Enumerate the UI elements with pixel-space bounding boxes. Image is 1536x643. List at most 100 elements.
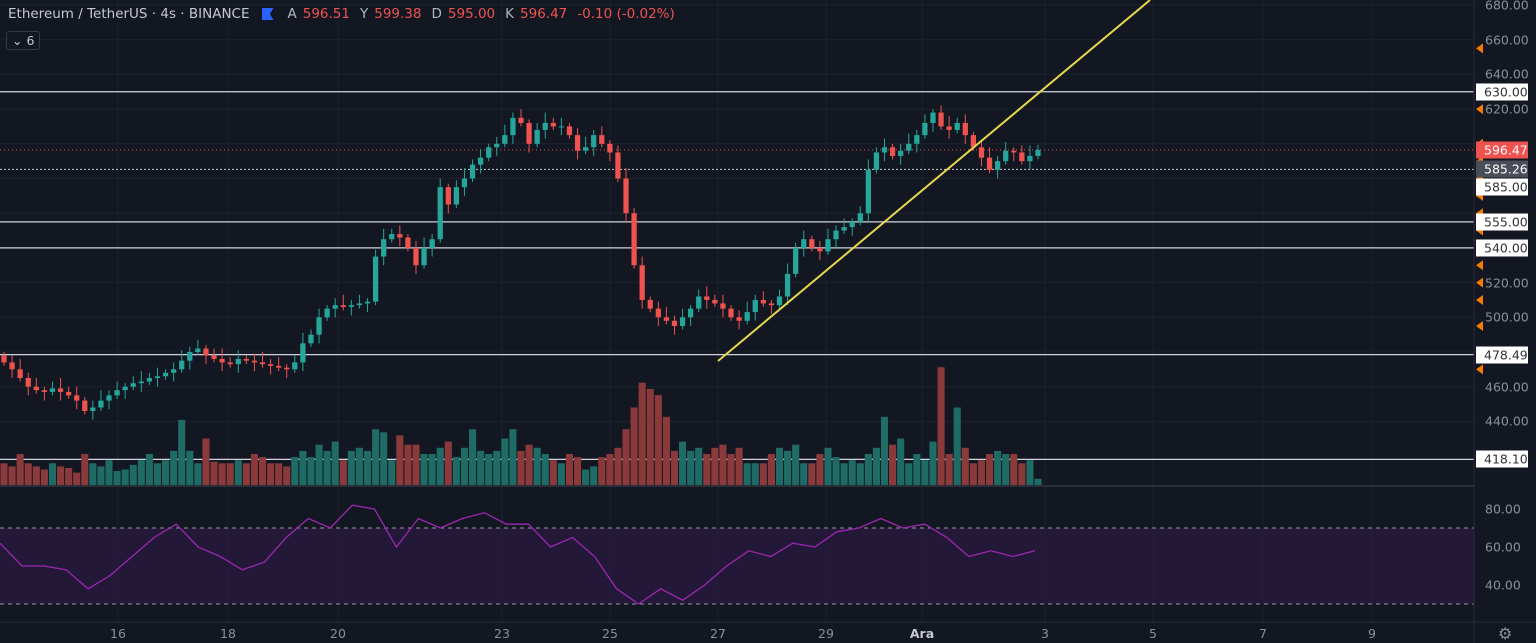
- price-tick-label: 440.00: [1485, 413, 1529, 429]
- volume-bar: [380, 432, 388, 485]
- candle-body: [558, 126, 565, 128]
- volume-bar: [824, 447, 832, 485]
- candle-body: [154, 376, 161, 379]
- candle-body: [526, 122, 532, 144]
- alert-marker-icon[interactable]: [1476, 277, 1483, 288]
- volume-bar: [283, 466, 291, 485]
- volume-bar: [751, 463, 759, 485]
- alert-marker-icon[interactable]: [1476, 260, 1483, 271]
- candle-body: [841, 227, 847, 231]
- candle-body: [696, 296, 702, 309]
- rsi-tick-label: 60.00: [1485, 539, 1521, 555]
- volume-bar: [622, 429, 630, 485]
- volume-bar: [307, 457, 315, 485]
- candle-body: [809, 239, 815, 248]
- candle-body: [534, 129, 540, 144]
- alert-marker-icon[interactable]: [1476, 364, 1483, 375]
- settings-gear-icon[interactable]: ⚙: [1498, 624, 1513, 643]
- candle-body: [1003, 150, 1009, 162]
- indicators-toggle-button[interactable]: ⌄ 6: [6, 31, 41, 50]
- candle-body: [930, 112, 936, 123]
- candle-body: [211, 355, 217, 359]
- volume-bar: [816, 454, 824, 485]
- volume-bar: [460, 447, 468, 485]
- rsi-tick-label: 40.00: [1485, 577, 1521, 593]
- price-tag: 540.00: [1476, 239, 1528, 257]
- price-tick-label: 500.00: [1485, 309, 1529, 325]
- volume-bar: [606, 454, 614, 485]
- volume-bar: [162, 460, 170, 485]
- flag-icon[interactable]: [261, 8, 274, 20]
- candle-body: [219, 358, 225, 363]
- candle-body: [712, 299, 718, 304]
- candle-body: [994, 161, 1001, 170]
- volume-bar: [913, 454, 921, 485]
- volume-bar: [533, 447, 541, 485]
- price-tag: 555.00: [1476, 213, 1528, 231]
- rsi-tick-label: 80.00: [1485, 501, 1521, 517]
- candle-body: [631, 213, 637, 266]
- volume-bar: [1026, 460, 1034, 485]
- volume-bar: [468, 429, 477, 485]
- open-value: 596.51: [302, 6, 350, 22]
- alert-marker-icon[interactable]: [1476, 320, 1483, 331]
- candle-body: [429, 239, 435, 248]
- candle-body: [502, 135, 508, 144]
- volume-bar: [630, 407, 638, 485]
- horizontal-levels[interactable]: [0, 91, 1474, 461]
- candle-body: [162, 372, 169, 377]
- candle-body: [1, 355, 7, 363]
- volume-bar: [323, 450, 331, 485]
- volume-bar: [113, 471, 121, 485]
- candle-body: [17, 369, 23, 379]
- volume-bar: [582, 469, 590, 485]
- candle-body: [688, 308, 694, 318]
- volume-bar: [727, 454, 735, 485]
- volume-bar: [436, 447, 444, 485]
- candle-body: [106, 395, 112, 401]
- price-tag: 596.47: [1476, 141, 1528, 159]
- date-tick-label: 20: [330, 626, 346, 641]
- candle-body: [542, 122, 548, 130]
- volume-bar: [477, 450, 485, 485]
- candle-body: [332, 305, 338, 309]
- candle-body: [494, 143, 500, 148]
- price-tick-label: 620.00: [1485, 101, 1529, 117]
- volume-bar: [775, 447, 784, 485]
- volume-bar: [897, 438, 905, 485]
- volume-bar: [880, 416, 889, 485]
- change-value: -0.10 (-0.02%): [577, 6, 675, 22]
- date-tick-label: 25: [602, 626, 618, 641]
- candle-body: [114, 390, 120, 396]
- candle-body: [437, 187, 443, 240]
- volume-bar: [267, 463, 275, 485]
- candle-body: [970, 135, 977, 148]
- candle-body: [251, 360, 258, 363]
- candle-body: [518, 117, 524, 123]
- candle-body: [833, 230, 839, 240]
- volume-bar: [412, 444, 420, 485]
- alert-marker-icon[interactable]: [1476, 294, 1483, 305]
- candle-body: [469, 164, 476, 179]
- volume-bar: [137, 460, 145, 485]
- price-tag: 478.49: [1476, 346, 1528, 364]
- candle-body: [227, 362, 233, 365]
- candle-body: [922, 122, 928, 136]
- candle-body: [195, 348, 201, 352]
- symbol-title[interactable]: Ethereum / TetherUS · 4s · BINANCE: [8, 6, 250, 22]
- volume-bar: [129, 464, 137, 485]
- trendline[interactable]: [717, 0, 1151, 362]
- volume-bar: [905, 463, 913, 485]
- volume-bar: [170, 450, 178, 485]
- high-value: 599.38: [374, 6, 422, 22]
- volume-bar: [1002, 454, 1010, 485]
- candle-body: [90, 407, 96, 411]
- candle-body: [954, 122, 960, 130]
- candle-body: [82, 400, 88, 411]
- alert-marker-icon[interactable]: [1476, 43, 1483, 54]
- low-value: 595.00: [447, 6, 496, 22]
- alert-marker-icon[interactable]: [1476, 104, 1483, 115]
- candle-body: [865, 169, 871, 214]
- candle-body: [607, 143, 613, 153]
